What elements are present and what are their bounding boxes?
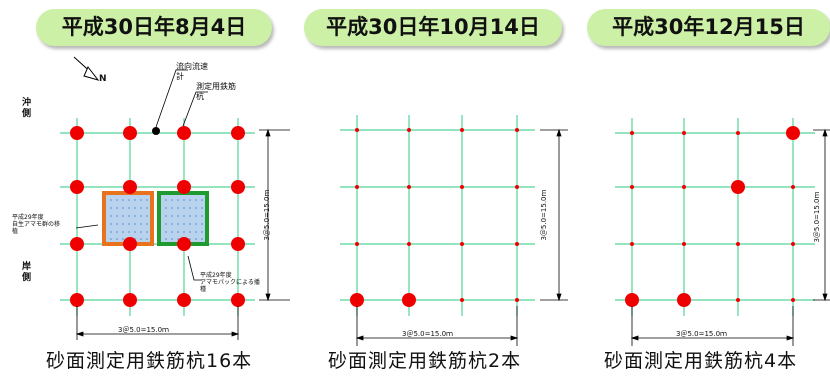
grid-lines: [615, 118, 815, 316]
stake-label: 測定用鉄筋 杭: [196, 82, 236, 101]
stake-marker: [177, 237, 191, 251]
stake-marker: [177, 126, 191, 140]
stake-marker: [350, 293, 364, 307]
stake-marker: [355, 242, 359, 246]
dimension-horizontal-label: 3＠5.0=15.0ｍ: [676, 330, 728, 338]
grid-lines: [340, 115, 535, 316]
stake-marker: [630, 242, 634, 246]
stake-grid-diagram: [60, 56, 290, 340]
stake-grid-diagram: [615, 118, 830, 346]
stake-marker: [123, 126, 137, 140]
stake-marker: [231, 180, 245, 194]
stake-marker: [625, 293, 639, 307]
stake-marker: [355, 185, 359, 189]
stake-marker: [786, 126, 800, 140]
stake-markers: [625, 126, 800, 307]
dimension-vertical-label: 3＠5.0=15.0ｍ: [263, 189, 271, 241]
caption: 砂面測定用鉄筋杭4本: [604, 350, 798, 372]
date-pill: 平成30年12月15日: [587, 9, 830, 46]
panel-oct: 平成30日年10月14日: [290, 0, 570, 383]
stake-marker: [70, 126, 84, 140]
stake-marker: [123, 180, 137, 194]
stake-marker: [682, 131, 686, 135]
stake-marker: [736, 131, 740, 135]
stake-marker: [123, 293, 137, 307]
stake-marker: [70, 293, 84, 307]
stake-marker: [460, 185, 464, 189]
stake-marker: [515, 298, 519, 302]
stake-marker: [407, 242, 411, 246]
stake-marker: [682, 242, 686, 246]
stake-marker: [791, 242, 795, 246]
stake-marker: [407, 185, 411, 189]
stake-marker: [791, 298, 795, 302]
stake-marker: [736, 298, 740, 302]
dimension-horizontal-label: 3＠5.0=15.0ｍ: [118, 326, 170, 334]
stake-markers: [350, 128, 519, 307]
panel-dec: 平成30年12月15日: [570, 0, 830, 383]
stake-marker: [460, 242, 464, 246]
dimension-vertical: [540, 128, 568, 302]
north-label: N: [99, 74, 107, 84]
stake-marker: [70, 180, 84, 194]
transplant-plot-label: 平成29年度 自生アマモ群の移 植: [12, 214, 61, 235]
stake-marker: [630, 185, 634, 189]
stake-marker: [736, 242, 740, 246]
stake-marker: [231, 293, 245, 307]
dimension-vertical: [813, 128, 830, 302]
caption: 砂面測定用鉄筋杭16本: [46, 350, 253, 372]
stake-marker: [355, 128, 359, 132]
stake-marker: [630, 131, 634, 135]
plot-seeding: [157, 191, 209, 246]
dimension-vertical: [259, 128, 290, 302]
panel-aug: 平成30日年8月4日: [0, 0, 290, 383]
date-pill: 平成30日年10月14日: [304, 9, 562, 46]
stake-marker: [460, 128, 464, 132]
dimension-horizontal: [355, 306, 519, 346]
plot-transplant: [102, 191, 154, 246]
stake-marker: [402, 293, 416, 307]
stake-marker: [515, 242, 519, 246]
stake-markers: [70, 126, 245, 307]
leader-lines: [75, 69, 208, 281]
dimension-vertical-label: 3＠5.0=15.0ｍ: [813, 191, 821, 243]
north-arrow-icon: [73, 56, 100, 81]
stake-marker: [177, 180, 191, 194]
current-meter-marker: [152, 127, 160, 135]
offshore-label: 沖 側: [22, 98, 32, 119]
stake-marker: [677, 293, 691, 307]
stake-marker: [231, 237, 245, 251]
stake-marker: [515, 185, 519, 189]
date-pill: 平成30日年8月4日: [36, 9, 272, 46]
stake-marker: [791, 185, 795, 189]
dimension-vertical-label: 3＠5.0=15.0ｍ: [540, 189, 548, 241]
stake-marker: [460, 298, 464, 302]
dimension-horizontal: [630, 306, 795, 346]
dimension-horizontal-label: 3＠5.0=15.0ｍ: [402, 330, 454, 338]
stake-marker: [123, 237, 137, 251]
dimension-horizontal: [75, 306, 240, 340]
stake-marker: [731, 180, 745, 194]
stake-marker: [407, 128, 411, 132]
stake-marker: [70, 237, 84, 251]
stake-marker: [231, 126, 245, 140]
flow-meter-label: 流向流速 計: [176, 62, 208, 81]
shore-label: 岸 側: [22, 262, 32, 283]
seeding-plot-label: 平成29年度 アマモパックによる播 種: [200, 272, 260, 293]
stake-marker: [682, 185, 686, 189]
stake-marker: [177, 293, 191, 307]
stake-grid-diagram: [340, 115, 568, 346]
caption: 砂面測定用鉄筋杭2本: [328, 350, 522, 372]
stake-marker: [515, 128, 519, 132]
